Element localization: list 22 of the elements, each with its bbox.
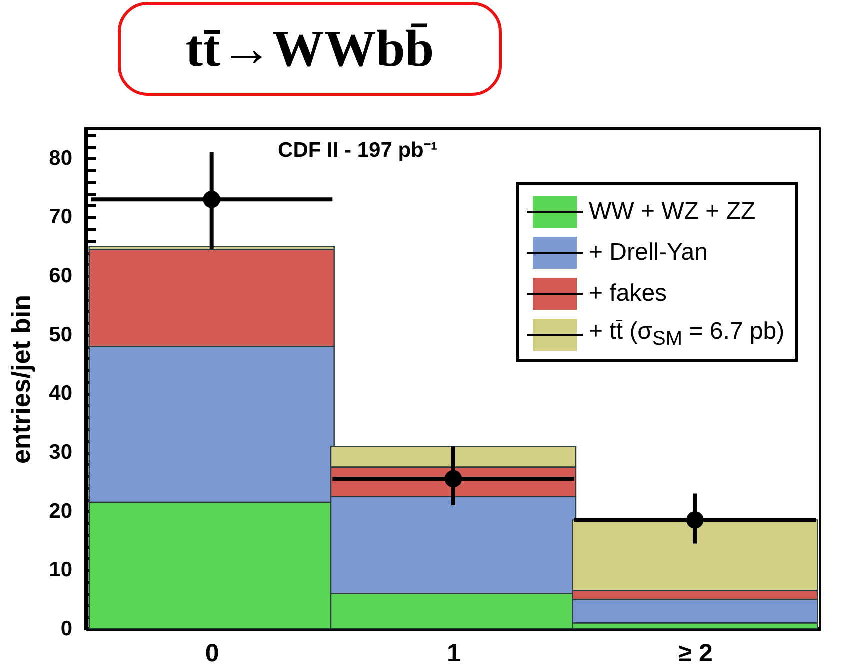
y-tick-label: 70 — [49, 206, 72, 229]
y-tick-label: 40 — [49, 382, 72, 406]
x-tick-label: 1 — [447, 640, 462, 665]
annotation: CDF II - 197 pb⁻¹ — [278, 139, 438, 162]
x-tick-label: 0 — [205, 640, 220, 665]
y-tick-label: 50 — [49, 323, 72, 346]
legend-label: + fakes — [589, 280, 668, 308]
point — [203, 190, 220, 208]
y-tick-label: 60 — [49, 264, 72, 288]
y-tick-label: 20 — [49, 500, 72, 523]
y-axis-title: entries/jet bin — [6, 294, 36, 464]
y-tick-label: 0 — [60, 618, 72, 640]
legend-label: + tt̄ (σ$_{SM}$ = 6.7 pb) — [589, 318, 785, 351]
point — [444, 470, 462, 488]
y-tick-label: 10 — [49, 558, 72, 582]
chart-title: tt̄→WWbb̄ — [118, 2, 502, 96]
x-tick-label: ≥ 2 — [678, 640, 713, 665]
y-tick-label: 30 — [49, 441, 72, 464]
legend-label: WW + WZ + ZZ — [589, 198, 756, 226]
legend-label: + Drell-Yan — [589, 238, 708, 266]
point — [686, 512, 704, 529]
y-tick-label: 80 — [49, 146, 72, 170]
